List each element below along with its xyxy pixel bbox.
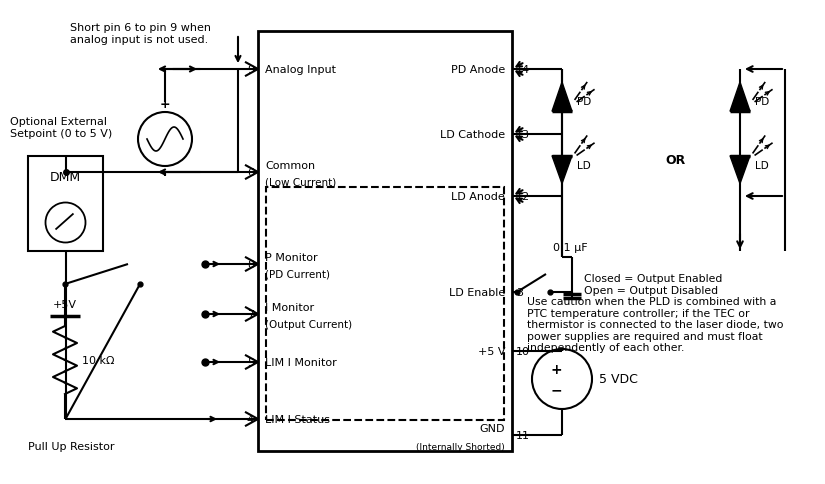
Polygon shape bbox=[730, 156, 750, 184]
Text: 9: 9 bbox=[247, 65, 254, 75]
Polygon shape bbox=[552, 83, 572, 112]
Text: Optional External
Setpoint (0 to 5 V): Optional External Setpoint (0 to 5 V) bbox=[10, 117, 112, 138]
Text: 10 kΩ: 10 kΩ bbox=[82, 355, 115, 365]
Text: GND: GND bbox=[479, 423, 505, 433]
Text: LIM I Status: LIM I Status bbox=[265, 414, 330, 424]
Text: +5 V: +5 V bbox=[478, 346, 505, 356]
Text: 7: 7 bbox=[247, 309, 254, 319]
Text: Pull Up Resistor: Pull Up Resistor bbox=[28, 441, 115, 451]
Text: (Low Current): (Low Current) bbox=[265, 178, 337, 188]
Text: +: + bbox=[550, 362, 562, 376]
Text: LD Cathode: LD Cathode bbox=[440, 130, 505, 140]
Text: 8: 8 bbox=[247, 259, 254, 270]
Text: LD Anode: LD Anode bbox=[451, 192, 505, 201]
Text: Analog Input: Analog Input bbox=[265, 65, 336, 75]
Bar bbox=[28, 157, 103, 252]
Text: Common: Common bbox=[265, 161, 315, 171]
Text: 0.1 μF: 0.1 μF bbox=[553, 242, 587, 253]
Text: PD: PD bbox=[577, 97, 592, 107]
Text: Short pin 6 to pin 9 when
analog input is not used.: Short pin 6 to pin 9 when analog input i… bbox=[70, 23, 211, 45]
Text: Closed = Output Enabled
Open = Output Disabled: Closed = Output Enabled Open = Output Di… bbox=[584, 273, 723, 295]
Text: +: + bbox=[160, 98, 170, 111]
Text: LD: LD bbox=[577, 161, 591, 171]
Text: PD: PD bbox=[755, 97, 769, 107]
Text: LIM I Monitor: LIM I Monitor bbox=[265, 357, 337, 367]
Text: 10: 10 bbox=[516, 346, 530, 356]
Text: OR: OR bbox=[665, 154, 685, 167]
Text: Use caution when the PLD is combined with a
PTC temperature controller; if the T: Use caution when the PLD is combined wit… bbox=[527, 296, 784, 353]
Bar bbox=[258, 32, 512, 451]
Text: 11: 11 bbox=[516, 430, 530, 440]
Text: (PD Current): (PD Current) bbox=[265, 270, 330, 279]
Text: PD Anode: PD Anode bbox=[450, 65, 505, 75]
Text: −: − bbox=[160, 165, 170, 178]
Text: +5V: +5V bbox=[53, 300, 77, 309]
Text: DMM: DMM bbox=[50, 171, 81, 184]
Text: LD: LD bbox=[755, 161, 769, 171]
Text: 5 VDC: 5 VDC bbox=[599, 373, 638, 386]
Polygon shape bbox=[730, 83, 750, 112]
Text: 4: 4 bbox=[247, 414, 254, 424]
Text: P Monitor: P Monitor bbox=[265, 253, 318, 262]
Text: LD Enable: LD Enable bbox=[449, 287, 505, 297]
Text: (Internally Shorted): (Internally Shorted) bbox=[417, 442, 505, 452]
Text: −: − bbox=[550, 382, 562, 396]
Text: 5: 5 bbox=[247, 357, 254, 367]
Text: 13: 13 bbox=[516, 130, 530, 140]
Text: 3: 3 bbox=[516, 287, 523, 297]
Polygon shape bbox=[552, 156, 572, 184]
Text: 6: 6 bbox=[247, 167, 254, 178]
Bar bbox=[266, 188, 504, 420]
Text: I Monitor: I Monitor bbox=[265, 302, 314, 312]
Text: 12: 12 bbox=[516, 192, 530, 201]
Text: 14: 14 bbox=[516, 65, 530, 75]
Text: (Output Current): (Output Current) bbox=[265, 319, 352, 329]
